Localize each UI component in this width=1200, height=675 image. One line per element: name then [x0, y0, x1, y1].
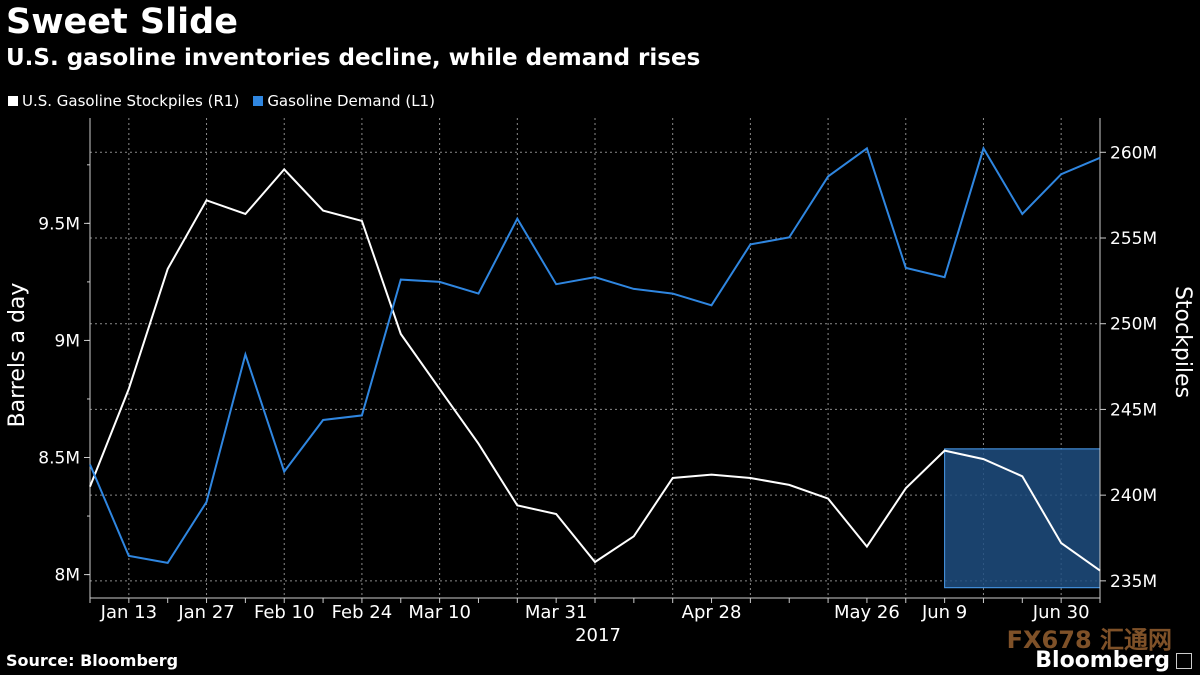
axes: 8M 8.5M 9M 9.5M 235M 240M 245M 250M 255M 260M Jan … [38, 118, 1157, 623]
series [89, 145, 1101, 572]
x-tick-label: Apr 28 [682, 602, 742, 623]
x-tick-label: Jan 13 [100, 602, 157, 623]
x-tick-label: Mar 10 [408, 602, 471, 623]
right-tick-label: 245M [1110, 400, 1157, 420]
right-tick-label: 260M [1110, 143, 1157, 163]
x-tick-label: May 26 [834, 602, 900, 623]
left-tick-label: 9.5M [38, 214, 80, 234]
left-tick-label: 8M [55, 566, 80, 586]
left-tick-label: 8.5M [38, 449, 80, 469]
legend-item-stockpiles: U.S. Gasoline Stockpiles (R1) [8, 92, 239, 110]
chart-title: Sweet Slide [6, 2, 238, 42]
left-axis-label: Barrels a day [5, 283, 30, 428]
x-tick-label: Jun 30 [1032, 602, 1090, 623]
legend-label-demand: Gasoline Demand (L1) [267, 92, 435, 110]
x-tick-label: Feb 24 [332, 602, 393, 623]
x-tick-label: Jun 9 [921, 602, 967, 623]
x-tick-label: Mar 31 [525, 602, 588, 623]
highlight-box [944, 448, 1101, 589]
legend-item-demand: Gasoline Demand (L1) [253, 92, 435, 110]
legend-label-stockpiles: U.S. Gasoline Stockpiles (R1) [22, 92, 240, 110]
chart-subtitle: U.S. gasoline inventories decline, while… [6, 45, 701, 71]
grid [90, 118, 1100, 598]
right-tick-label: 255M [1110, 229, 1157, 249]
watermark: FX678 汇通网 [1006, 626, 1172, 654]
x-year-label: 2017 [575, 625, 621, 646]
legend: U.S. Gasoline Stockpiles (R1) Gasoline D… [8, 92, 435, 110]
right-axis-label: Stockpiles [1170, 286, 1195, 398]
terminal-icon [1176, 653, 1192, 669]
source-note: Source: Bloomberg [6, 651, 179, 670]
series-line-stockpiles [89, 167, 1101, 572]
x-tick-label: Jan 27 [177, 602, 234, 623]
right-tick-label: 235M [1110, 572, 1157, 592]
legend-swatch-demand [253, 96, 264, 106]
right-tick-label: 250M [1110, 315, 1157, 335]
brand-logo: Bloomberg [1035, 648, 1170, 673]
legend-swatch-stockpiles [8, 96, 18, 106]
highlight-region [944, 448, 1101, 589]
series-line-demand [89, 145, 1101, 565]
left-tick-label: 9M [55, 331, 80, 351]
x-tick-label: Feb 10 [254, 602, 315, 623]
right-tick-label: 240M [1110, 486, 1157, 506]
